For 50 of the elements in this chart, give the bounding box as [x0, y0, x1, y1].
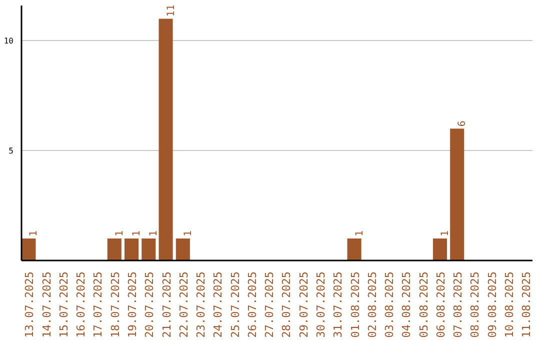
- x-tick-label: 05.08.2025: [417, 271, 430, 338]
- x-tick-label: 28.07.2025: [280, 271, 294, 338]
- bar: [450, 128, 464, 260]
- data-label: 11: [166, 4, 177, 17]
- data-label: 1: [354, 230, 366, 237]
- x-tick-label: 14.07.2025: [40, 271, 54, 338]
- x-tick-label: 11.08.2025: [520, 271, 534, 338]
- bar: [107, 238, 122, 260]
- x-tick-label: 23.07.2025: [194, 271, 208, 338]
- x-tick-label: 03.08.2025: [383, 271, 396, 338]
- x-tick-label: 19.07.2025: [126, 271, 140, 338]
- x-tick-label: 31.07.2025: [332, 271, 345, 338]
- bar: [432, 238, 447, 260]
- x-tick-label: 24.07.2025: [212, 271, 225, 338]
- x-tick-label: 21.07.2025: [160, 271, 174, 338]
- x-tick-label: 09.08.2025: [486, 271, 499, 338]
- data-label: 1: [182, 230, 194, 237]
- y-tick-label: 10: [4, 36, 14, 46]
- bar: [158, 18, 173, 260]
- x-tick-label: 22.07.2025: [177, 271, 190, 338]
- bar: [347, 238, 362, 260]
- bar: [22, 238, 36, 260]
- x-tick-label: 25.07.2025: [228, 271, 242, 338]
- x-tick-label: 02.08.2025: [366, 271, 379, 338]
- x-tick-label: 29.07.2025: [297, 271, 310, 338]
- x-tick-label: 27.07.2025: [263, 271, 276, 338]
- x-tick-label: 30.07.2025: [314, 271, 328, 338]
- data-label: 1: [28, 230, 40, 237]
- x-tick-label: 18.07.2025: [108, 271, 122, 338]
- x-tick-label: 08.08.2025: [468, 271, 482, 338]
- bar: [176, 238, 190, 260]
- x-tick-label: 26.07.2025: [246, 271, 259, 338]
- data-label: 1: [132, 230, 143, 237]
- x-tick-label: 16.07.2025: [74, 271, 88, 338]
- y-tick-label: 5: [8, 146, 14, 156]
- x-tick-label: 04.08.2025: [400, 271, 414, 338]
- x-tick-label: 06.08.2025: [434, 271, 448, 338]
- x-tick-label: 15.07.2025: [57, 271, 70, 338]
- x-tick-label: 01.08.2025: [348, 271, 362, 338]
- bar: [124, 238, 139, 260]
- x-tick-label: 17.07.2025: [92, 271, 105, 338]
- x-tick-label: 10.08.2025: [503, 271, 516, 338]
- data-label: 6: [457, 120, 468, 127]
- data-label: 1: [114, 230, 126, 237]
- bar: [142, 238, 156, 260]
- data-label: 1: [148, 230, 160, 237]
- x-tick-label: 20.07.2025: [143, 271, 156, 338]
- x-tick-label: 13.07.2025: [23, 271, 36, 338]
- x-tick-label: 07.08.2025: [452, 271, 465, 338]
- data-label: 1: [440, 230, 451, 237]
